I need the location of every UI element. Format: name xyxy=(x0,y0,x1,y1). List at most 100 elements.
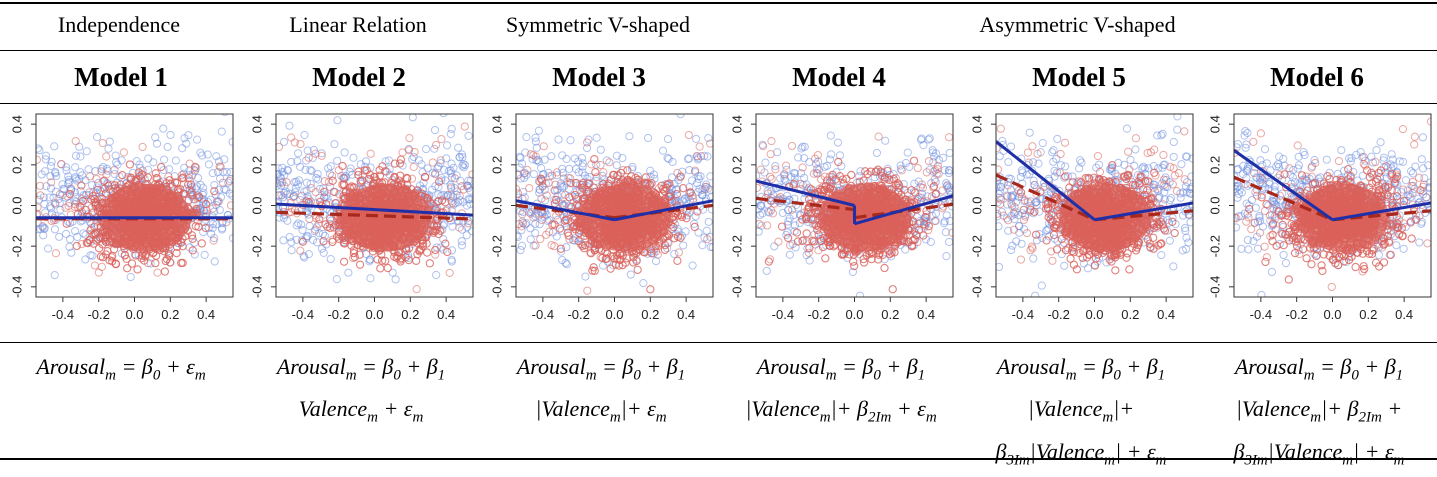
scatter-point xyxy=(424,165,431,172)
scatter-point xyxy=(327,255,334,262)
scatter-point xyxy=(329,177,336,184)
scatter-point xyxy=(297,163,304,170)
scatter-point xyxy=(834,139,841,146)
scatter-point xyxy=(320,249,327,256)
scatter-point xyxy=(377,265,384,272)
scatter-point xyxy=(162,257,169,264)
scatter-point xyxy=(127,273,134,280)
scatter-point xyxy=(530,152,537,159)
scatter-point xyxy=(201,251,208,258)
scatter-point xyxy=(664,135,671,142)
scatter-point xyxy=(438,136,445,143)
scatter-point xyxy=(642,174,649,181)
scatter-point xyxy=(94,134,101,141)
x-tick-label: -0.4 xyxy=(52,307,74,322)
scatter-point xyxy=(624,167,631,174)
scatter-point xyxy=(786,251,793,258)
scatter-point xyxy=(95,269,102,276)
scatter-point xyxy=(426,260,433,267)
scatter-point xyxy=(280,138,287,145)
scatter-point xyxy=(674,257,681,264)
scatter-point xyxy=(160,125,167,132)
scatter-point xyxy=(406,134,413,141)
scatter-point xyxy=(172,157,179,164)
header-rule xyxy=(0,50,1437,51)
scatter-point xyxy=(51,226,58,233)
scatter-point xyxy=(286,122,293,129)
scatter-point xyxy=(77,153,84,160)
scatter-points xyxy=(512,107,716,294)
scatter-point xyxy=(288,134,295,141)
scatter-point xyxy=(218,128,225,135)
scatter-point xyxy=(447,130,454,137)
scatter-point xyxy=(198,240,205,247)
scatter-point xyxy=(634,266,641,273)
scatter-point xyxy=(767,151,774,158)
scatter-point xyxy=(448,125,455,132)
scatter-point xyxy=(42,209,49,216)
scatter-point xyxy=(52,250,59,257)
scatter-point xyxy=(659,147,666,154)
scatter-point xyxy=(36,147,43,154)
scatter-point xyxy=(56,233,63,240)
scatter-point xyxy=(120,149,127,156)
scatter-point xyxy=(154,269,161,276)
scatter-point xyxy=(597,146,604,153)
scatter-point xyxy=(753,184,760,191)
y-tick-label: 0.4 xyxy=(249,115,264,133)
scatter-point xyxy=(93,175,100,182)
scatter-point xyxy=(543,231,550,238)
y-tick-label: -0.4 xyxy=(249,276,264,298)
x-tick-label: 0.4 xyxy=(677,307,695,322)
scatter-point xyxy=(33,156,40,163)
scatter-point xyxy=(763,267,770,274)
scatter-point xyxy=(106,138,113,145)
scatter-point xyxy=(80,230,87,237)
scatter-point xyxy=(153,140,160,147)
scatter-point xyxy=(186,160,193,167)
scatter-point xyxy=(597,161,604,168)
scatter-point xyxy=(523,134,530,141)
category-independence: Independence xyxy=(0,12,238,38)
scatter-point xyxy=(134,266,141,273)
model-3-title: Model 3 xyxy=(480,62,718,93)
x-tick-label: -0.2 xyxy=(327,307,349,322)
scatter-point xyxy=(85,166,92,173)
scatter-point xyxy=(217,104,224,111)
scatter-point xyxy=(771,243,778,250)
scatter-point xyxy=(205,161,212,168)
scatter-point xyxy=(647,286,654,293)
x-tick-label: -0.4 xyxy=(292,307,314,322)
scatter-point xyxy=(945,134,952,141)
scatter-point xyxy=(422,145,429,152)
scatter-point xyxy=(626,133,633,140)
scatter-point xyxy=(640,280,647,287)
x-tick-label: -0.2 xyxy=(87,307,109,322)
scatter-point xyxy=(689,262,696,269)
scatter-point xyxy=(532,229,539,236)
category-asymmetric-v: Asymmetric V-shaped xyxy=(718,12,1437,38)
scatter-point xyxy=(613,162,620,169)
y-tick-label: -0.4 xyxy=(9,276,24,298)
scatter-point xyxy=(91,262,98,269)
scatter-point xyxy=(103,153,110,160)
scatter-point xyxy=(350,154,357,161)
scatter-point xyxy=(44,245,51,252)
x-tick-label: 0.4 xyxy=(437,307,455,322)
scatter-point xyxy=(288,247,295,254)
y-tick-label: 0.2 xyxy=(249,156,264,174)
scatter-point xyxy=(775,238,782,245)
scatter-point xyxy=(193,136,200,143)
scatter-point xyxy=(518,242,525,249)
scatter-point xyxy=(556,225,563,232)
scatter-point xyxy=(367,150,374,157)
scatter-point xyxy=(755,220,762,227)
scatter-point xyxy=(334,117,341,124)
scatter-point xyxy=(675,249,682,256)
scatter-point xyxy=(413,286,420,293)
scatter-point xyxy=(34,145,41,152)
scatter-point xyxy=(318,245,325,252)
scatter-point xyxy=(448,247,455,254)
